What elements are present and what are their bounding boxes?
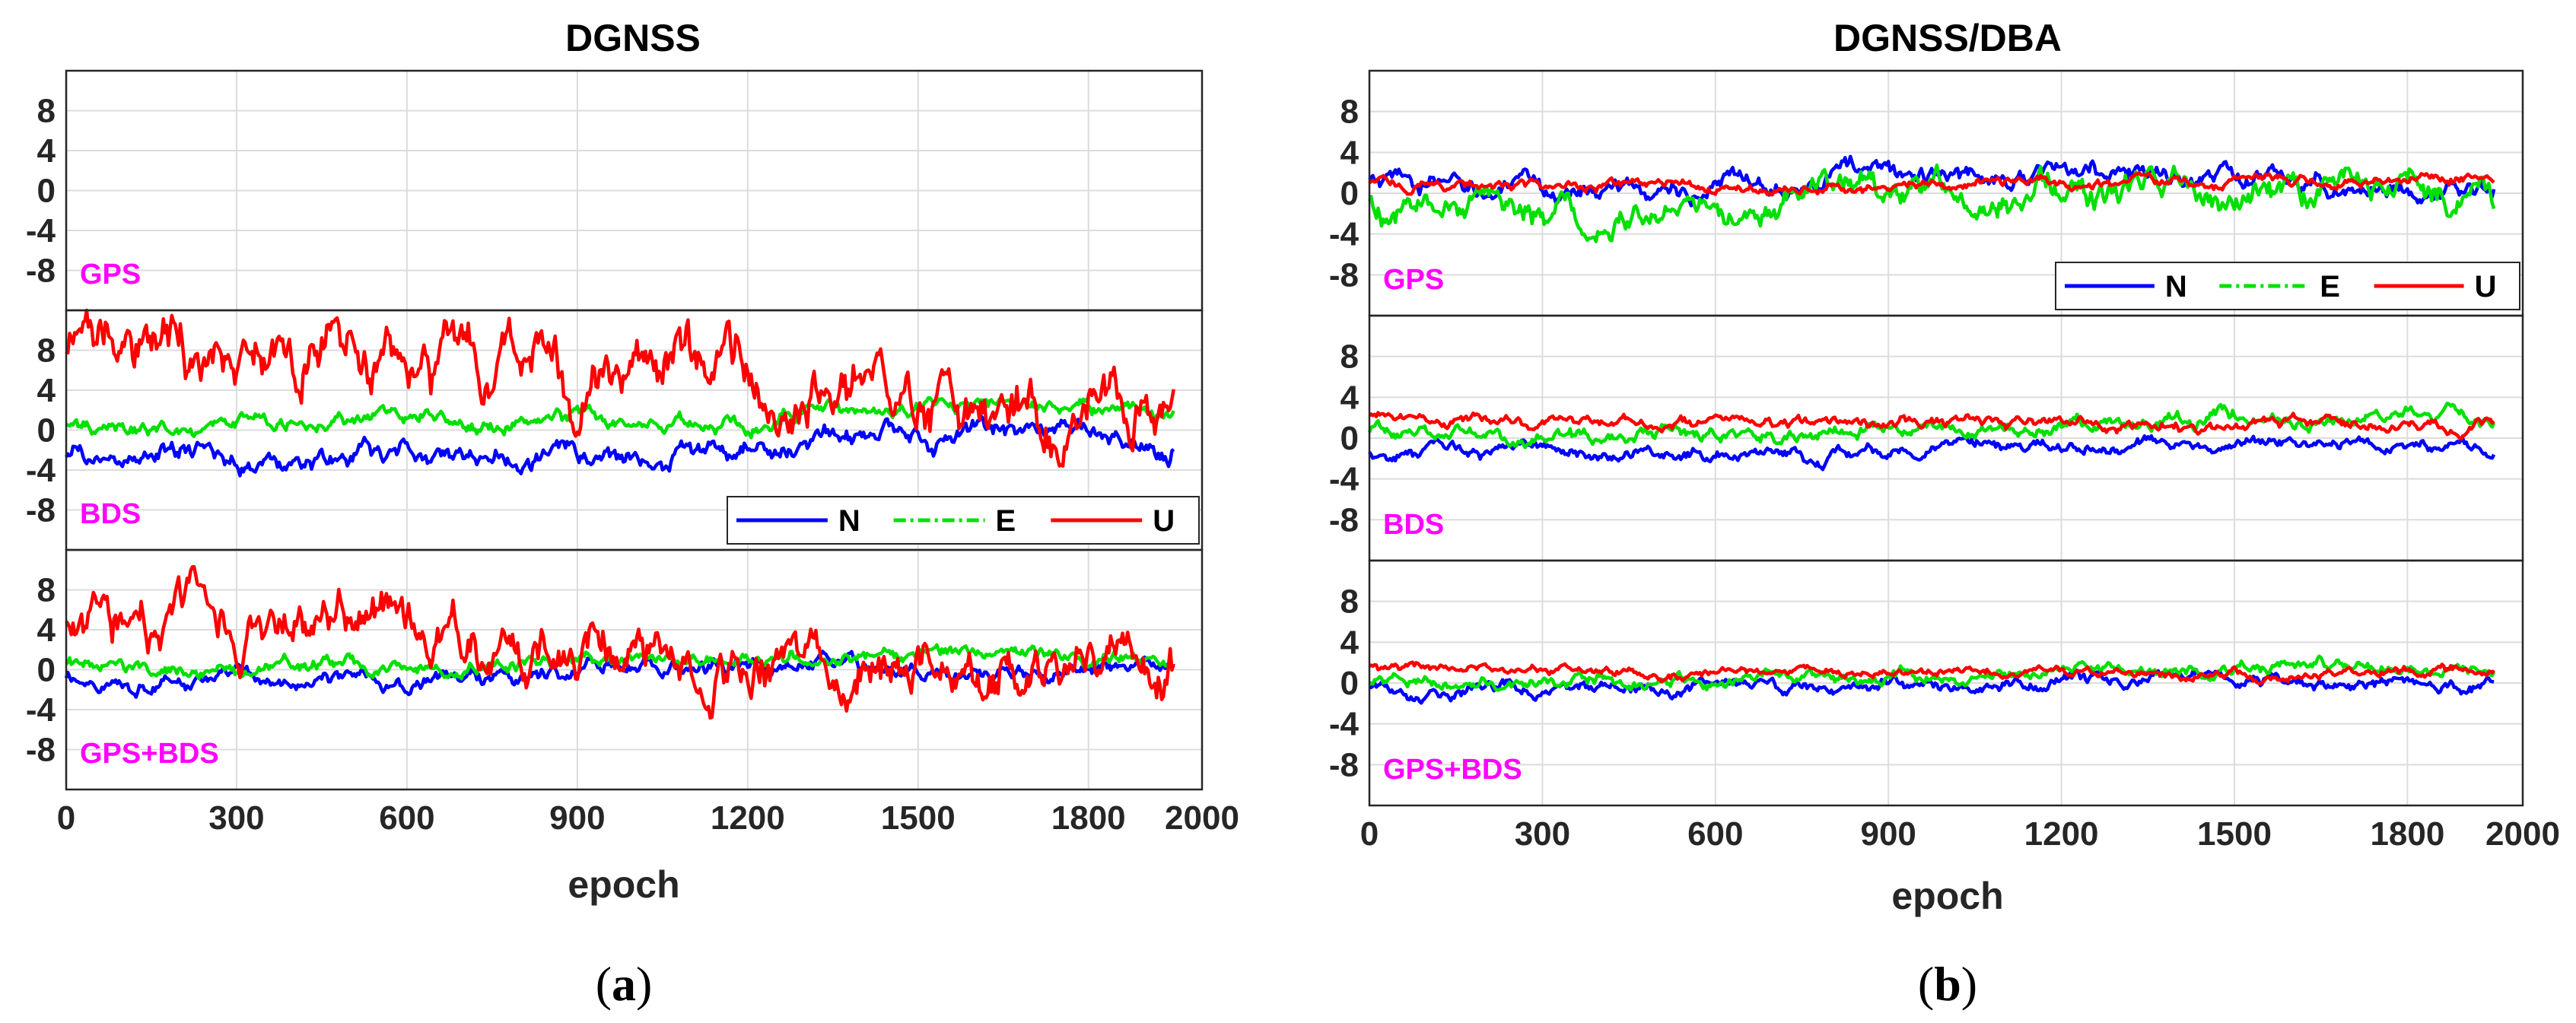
series-line-E <box>65 643 1175 681</box>
x-tick-label: 2000 <box>2485 815 2560 853</box>
x-tick-label: 1200 <box>2024 815 2099 853</box>
y-tick-label: 8 <box>1340 94 1359 131</box>
panel-label: GPS <box>1383 264 1444 296</box>
y-tick-label: 8 <box>1340 338 1359 376</box>
legend-label-N: N <box>838 504 860 538</box>
chart-b-caption: (b) <box>1918 957 1977 1011</box>
panel-gps-bds: 840-4-8 GPS+BDS <box>26 548 1204 791</box>
panel-gps: 84 0 -4-8 GPS N E U <box>1329 69 2524 317</box>
y-tick-label: 8 <box>37 93 56 130</box>
series-line-U <box>65 564 1175 720</box>
panel-label: GPS <box>80 259 141 291</box>
y-tick-label: -4 <box>26 691 56 729</box>
series-line-U <box>1368 660 2495 685</box>
y-tick-label: -4 <box>26 452 56 489</box>
y-tick-label: -8 <box>1329 501 1359 539</box>
y-tick-label: -8 <box>1329 746 1359 783</box>
x-tick-label: 0 <box>1360 815 1379 853</box>
y-tick-label: -8 <box>26 253 56 290</box>
panel-gps: 840-4 -8 GPS <box>26 69 1204 312</box>
series-line-U <box>1368 411 2495 441</box>
y-tick-label: -4 <box>1329 461 1360 498</box>
y-tick-label: -4 <box>1329 216 1360 253</box>
x-tick-label: 1800 <box>1051 799 1126 837</box>
x-tick-label: 1500 <box>881 799 956 837</box>
y-tick-label: 0 <box>1340 665 1359 702</box>
panel-frame <box>1368 559 2524 807</box>
y-tick-label: -8 <box>26 732 56 769</box>
y-tick-label: 4 <box>1340 379 1360 416</box>
x-tick-label: 300 <box>1515 815 1570 853</box>
chart-a-caption: (a) <box>596 957 653 1011</box>
panel-frame <box>65 548 1204 791</box>
x-tick-label: 1200 <box>711 799 785 837</box>
series-line-N <box>1368 434 2496 472</box>
x-tick-label: 300 <box>208 799 264 837</box>
chart-a-xlabel: epoch <box>568 863 679 906</box>
series-line-E <box>1367 163 2496 243</box>
y-tick-label: -4 <box>26 212 56 249</box>
y-tick-label: 0 <box>1340 420 1359 457</box>
y-tick-label: 4 <box>37 372 56 409</box>
y-tick-label: -4 <box>1329 706 1360 743</box>
legend-label-E: E <box>2320 270 2340 303</box>
panel-label: BDS <box>80 498 141 530</box>
panel-label: GPS+BDS <box>1383 754 1522 786</box>
x-tick-label: 900 <box>549 799 605 837</box>
chart-b-xlabel: epoch <box>1891 875 2003 917</box>
panel-label: BDS <box>1383 509 1444 541</box>
y-tick-label: 4 <box>37 132 56 170</box>
x-tick-label: 1500 <box>2197 815 2272 853</box>
series-line-U <box>65 308 1175 468</box>
legend-label-N: N <box>2165 270 2187 303</box>
series-line-E <box>1369 654 2496 692</box>
x-tick-label: 1800 <box>2370 815 2444 853</box>
y-tick-label: 0 <box>1340 175 1359 212</box>
y-tick-label: 4 <box>37 612 56 649</box>
series-line-E <box>65 396 1175 440</box>
x-tick-label: 2000 <box>1165 799 1239 837</box>
y-tick-label: 8 <box>1340 583 1359 621</box>
panel-label: GPS+BDS <box>80 738 219 770</box>
y-tick-label: 4 <box>1340 624 1360 661</box>
panel-gps-bds: 84 0 -4-8 GPS+BDS <box>1329 559 2524 807</box>
x-tick-label: 0 <box>57 799 75 837</box>
chart-b-title: DGNSS/DBA <box>1833 17 2062 59</box>
y-tick-label: 0 <box>37 652 56 689</box>
y-tick-label: 8 <box>37 332 56 370</box>
y-tick-label: 0 <box>37 173 56 210</box>
y-tick-label: -8 <box>26 492 56 529</box>
y-tick-label: 0 <box>37 412 56 450</box>
x-tick-label: 600 <box>1687 815 1743 853</box>
legend-label-E: E <box>996 504 1016 538</box>
x-tick-label: 600 <box>379 799 434 837</box>
panel-bds: 840-4-8 BDS N E U <box>26 308 1204 551</box>
legend-label-U: U <box>2475 270 2497 303</box>
y-tick-label: -8 <box>1329 256 1359 294</box>
panel-bds: 84 0 -4-8 BDS <box>1329 314 2524 562</box>
series-line-U <box>1368 170 2495 197</box>
legend-label-U: U <box>1153 504 1175 538</box>
y-tick-label: 8 <box>37 572 56 609</box>
chart-b-caption-letter: b <box>1934 957 1961 1011</box>
chart-a-caption-letter: a <box>612 957 636 1011</box>
y-tick-label: 4 <box>1340 134 1360 171</box>
x-tick-label: 900 <box>1860 815 1916 853</box>
chart-a-title: DGNSS <box>565 17 701 59</box>
